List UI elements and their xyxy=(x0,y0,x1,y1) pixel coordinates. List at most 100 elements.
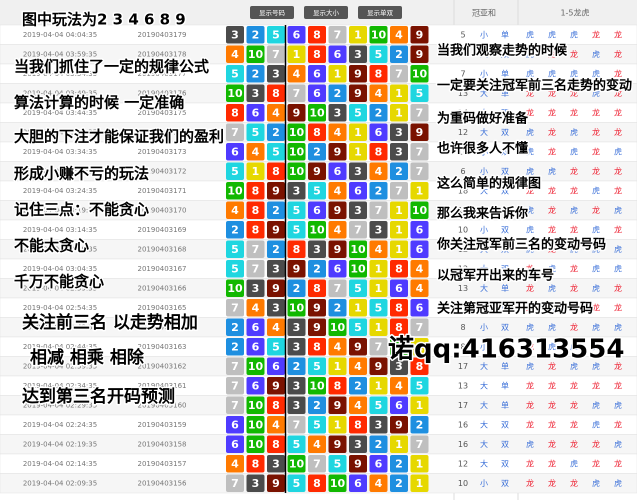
dragon-tiger: 虎 xyxy=(570,29,578,39)
sum-value: 10 xyxy=(458,225,468,234)
ball xyxy=(267,123,285,141)
ball xyxy=(246,377,265,395)
ball xyxy=(390,318,408,336)
dragon-tiger: 虎 xyxy=(570,146,578,156)
ball-number: 2 xyxy=(252,67,260,80)
ball xyxy=(267,240,285,258)
ball xyxy=(349,318,367,336)
ball-number: 6 xyxy=(252,106,260,119)
overlay-text: 形成小赚不亏的玩法 xyxy=(14,165,149,183)
ball xyxy=(246,318,265,336)
toggle-button-label[interactable]: 显示大小 xyxy=(313,8,340,17)
ball-number: 2 xyxy=(313,399,321,412)
ball-number: 7 xyxy=(231,301,239,314)
ball xyxy=(308,26,326,44)
dragon-tiger: 虎 xyxy=(570,68,578,78)
ball-number: 3 xyxy=(272,67,280,80)
ball-number: 6 xyxy=(252,321,260,334)
sum-value: 18 xyxy=(458,186,468,195)
dragon-tiger: 虎 xyxy=(592,400,600,410)
ball-number: 8 xyxy=(313,340,321,353)
ball xyxy=(369,279,388,297)
ball-number: 2 xyxy=(272,204,280,217)
dragon-tiger: 龙 xyxy=(614,341,622,351)
ball-number: 2 xyxy=(252,28,260,41)
sum-value: 6 xyxy=(460,167,465,176)
ball xyxy=(390,377,408,395)
ball-number: 10 xyxy=(309,223,325,236)
issue-number: 20190403158 xyxy=(138,440,187,448)
ball-number: 5 xyxy=(375,48,383,61)
overlay-text: 关注第冠亚军开的变动号码 xyxy=(437,301,593,317)
ball-number: 10 xyxy=(248,399,264,412)
ball xyxy=(287,240,306,258)
ball-number: 10 xyxy=(330,477,346,490)
toggle-button[interactable] xyxy=(358,6,402,19)
dragon-tiger: 虎 xyxy=(526,322,534,332)
sum-value: 10 xyxy=(458,479,468,488)
toggle-button[interactable] xyxy=(304,6,348,19)
ball-number: 6 xyxy=(334,165,342,178)
ball xyxy=(328,45,347,63)
ball xyxy=(287,123,306,141)
ball xyxy=(287,338,306,356)
ball-number: 8 xyxy=(313,282,321,295)
sum-size: 大 xyxy=(480,205,488,215)
dragon-tiger: 虎 xyxy=(592,68,600,78)
ball xyxy=(226,260,244,278)
ball-number: 9 xyxy=(272,223,280,236)
ball xyxy=(369,377,388,395)
ball xyxy=(226,396,244,414)
ball-number: 7 xyxy=(272,48,280,61)
ball-number: 9 xyxy=(272,282,280,295)
ball-number: 1 xyxy=(354,126,362,139)
ball-number: 6 xyxy=(252,340,260,353)
ball-number: 10 xyxy=(227,282,243,295)
ball xyxy=(267,435,285,453)
toggle-button[interactable] xyxy=(250,6,294,19)
sum-value: 12 xyxy=(458,206,468,215)
sum-size: 大 xyxy=(480,380,488,390)
ball xyxy=(369,26,388,44)
ball xyxy=(328,474,347,492)
ball xyxy=(267,221,285,239)
sum-size: 大 xyxy=(480,185,488,195)
ball-number: 3 xyxy=(354,204,362,217)
ball xyxy=(287,84,306,102)
sum-parity: 双 xyxy=(501,245,509,254)
ball-number: 3 xyxy=(252,87,260,100)
toggle-button-label[interactable]: 显示单双 xyxy=(367,8,394,17)
ball-number: 10 xyxy=(289,126,305,139)
dragon-tiger: 龙 xyxy=(592,29,600,39)
ball xyxy=(287,162,306,180)
dragon-tiger: 虎 xyxy=(592,322,600,332)
ball-number: 2 xyxy=(395,457,403,470)
ball xyxy=(328,455,347,473)
ball-number: 5 xyxy=(293,204,301,217)
ball-number: 6 xyxy=(416,243,424,256)
dragon-tiger: 龙 xyxy=(570,322,578,332)
ball xyxy=(390,455,408,473)
ball xyxy=(287,221,306,239)
ball xyxy=(267,338,285,356)
dragon-tiger: 龙 xyxy=(548,361,556,371)
ball-number: 5 xyxy=(231,165,239,178)
ball-number: 10 xyxy=(371,28,387,41)
ball xyxy=(349,201,367,219)
ball-number: 3 xyxy=(272,301,280,314)
issue-number: 20190403174 xyxy=(138,128,188,136)
ball xyxy=(246,299,265,317)
sum-parity: 单 xyxy=(501,400,509,410)
ball-number: 7 xyxy=(334,28,342,41)
ball-number: 7 xyxy=(231,379,239,392)
ball-number: 8 xyxy=(252,204,260,217)
toggle-button-label[interactable]: 显示号码 xyxy=(259,9,286,17)
ball xyxy=(308,240,326,258)
ball xyxy=(390,299,408,317)
sum-parity: 双 xyxy=(501,147,509,156)
ball-number: 3 xyxy=(354,165,362,178)
ball-number: 2 xyxy=(313,145,321,158)
ball xyxy=(226,240,244,258)
ball xyxy=(369,45,388,63)
ball-number: 1 xyxy=(395,223,403,236)
